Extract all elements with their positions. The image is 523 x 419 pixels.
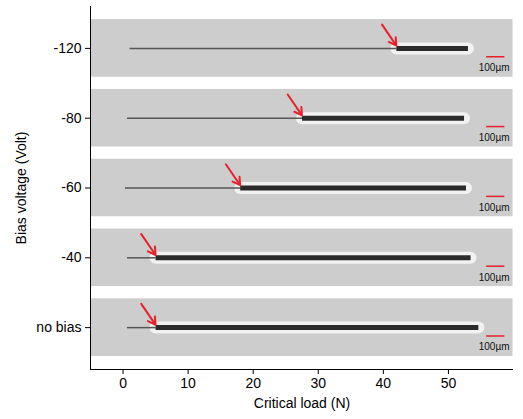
- svg-text:Bias voltage (Volt): Bias voltage (Volt): [13, 132, 29, 245]
- svg-text:100µm: 100µm: [479, 272, 510, 283]
- svg-text:Critical load (N): Critical load (N): [254, 395, 350, 411]
- svg-text:100µm: 100µm: [479, 132, 510, 143]
- svg-text:20: 20: [245, 375, 261, 391]
- svg-text:-80: -80: [61, 110, 81, 126]
- svg-text:-120: -120: [53, 40, 81, 56]
- svg-text:100µm: 100µm: [479, 62, 510, 73]
- svg-text:-40: -40: [61, 249, 81, 265]
- svg-text:40: 40: [376, 375, 392, 391]
- svg-text:no bias: no bias: [36, 319, 81, 335]
- svg-text:30: 30: [310, 375, 326, 391]
- svg-text:50: 50: [441, 375, 457, 391]
- svg-text:0: 0: [119, 375, 127, 391]
- svg-text:100µm: 100µm: [479, 341, 510, 352]
- svg-text:100µm: 100µm: [479, 202, 510, 213]
- svg-text:10: 10: [180, 375, 196, 391]
- svg-text:-60: -60: [61, 179, 81, 195]
